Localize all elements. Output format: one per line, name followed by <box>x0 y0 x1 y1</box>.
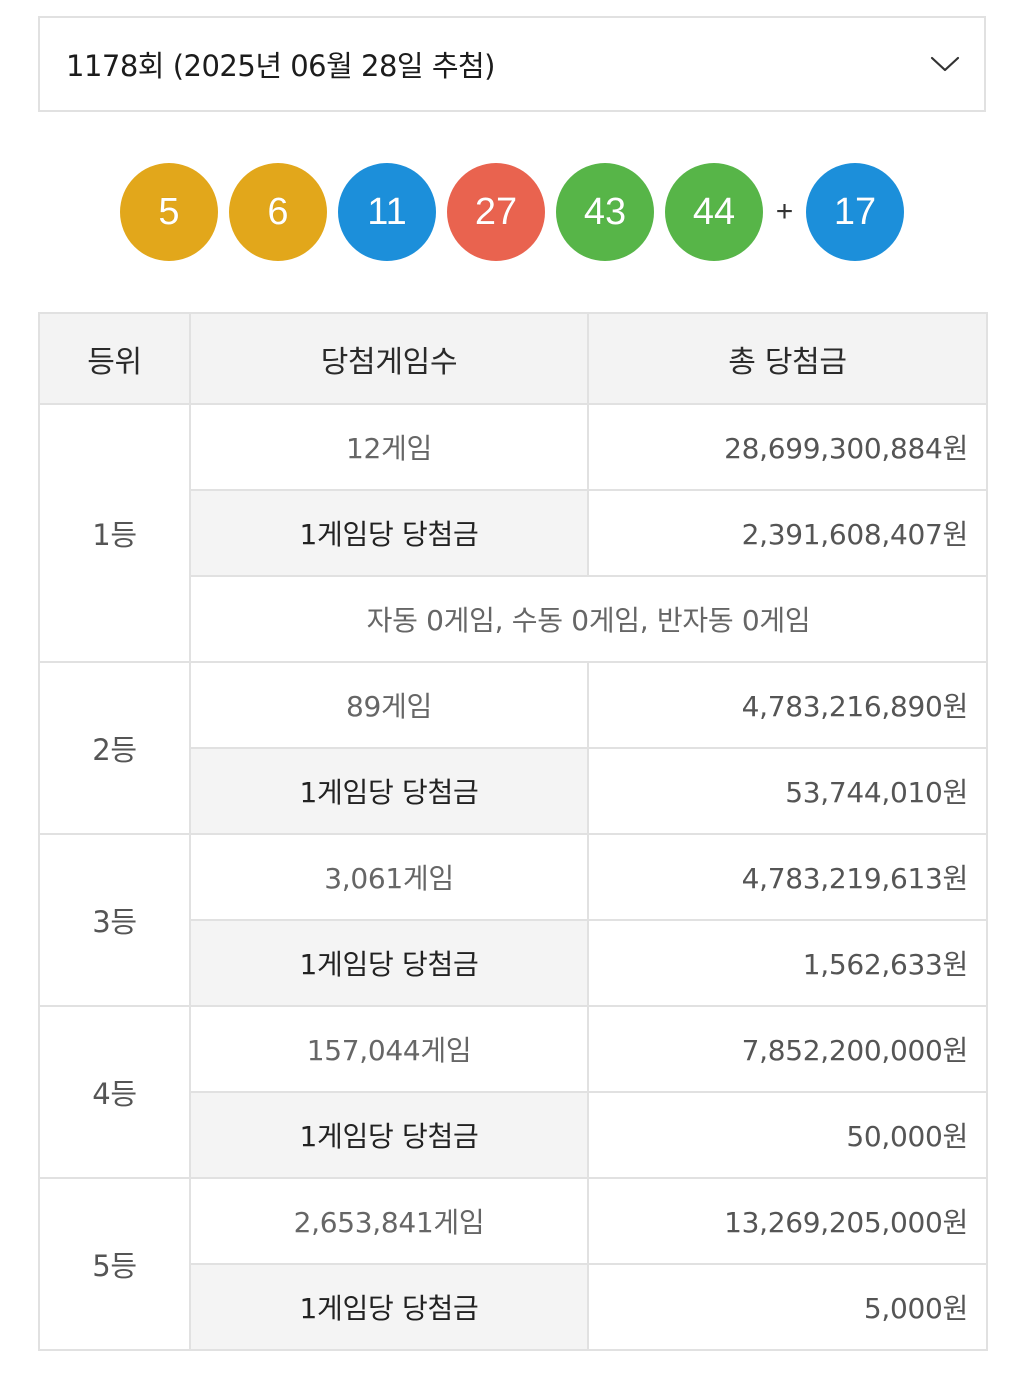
winning-ball: 27 <box>447 163 545 261</box>
winning-games-cell: 157,044게임 <box>189 1005 589 1093</box>
winning-ball: 43 <box>556 163 654 261</box>
per-game-label-cell: 1게임당 당첨금 <box>189 747 589 835</box>
winning-games-cell: 2,653,841게임 <box>189 1177 589 1265</box>
winning-ball: 44 <box>665 163 763 261</box>
rank-cell: 1등 <box>38 403 191 663</box>
per-game-prize-cell: 50,000원 <box>587 1091 988 1179</box>
per-game-prize-cell: 1,562,633원 <box>587 919 988 1007</box>
per-game-prize-cell: 5,000원 <box>587 1263 988 1351</box>
table-row: 5등 2,653,841게임 13,269,205,000원 <box>38 1177 988 1351</box>
per-game-prize-cell: 2,391,608,407원 <box>587 489 988 577</box>
draw-round-label: 1178회 (2025년 06월 28일 추첨) <box>66 49 496 83</box>
table-header-row: 등위 당첨게임수 총 당첨금 <box>38 312 988 405</box>
table-row: 자동 0게임, 수동 0게임, 반자동 0게임 <box>39 575 988 663</box>
table-row: 1게임당 당첨금 50,000원 <box>39 1091 988 1179</box>
winning-ball: 5 <box>120 163 218 261</box>
prize-table: 등위 당첨게임수 총 당첨금 1등 12게임 28,699,300,884원 1… <box>38 312 988 1351</box>
table-row: 1등 12게임 28,699,300,884원 <box>38 403 988 663</box>
per-game-prize-cell: 53,744,010원 <box>587 747 988 835</box>
header-rank: 등위 <box>38 312 191 405</box>
per-game-label-cell: 1게임당 당첨금 <box>189 489 589 577</box>
table-row: 3등 3,061게임 4,783,219,613원 <box>38 833 988 1007</box>
draw-round-select[interactable]: 1178회 (2025년 06월 28일 추첨) <box>38 16 986 112</box>
table-row: 1게임당 당첨금 1,562,633원 <box>39 919 988 1007</box>
bonus-ball: 17 <box>806 163 904 261</box>
rank-cell: 4등 <box>38 1005 191 1179</box>
table-row: 1게임당 당첨금 2,391,608,407원 <box>39 489 988 577</box>
bonus-plus-sign: + <box>775 195 794 228</box>
winning-games-cell: 89게임 <box>189 661 589 749</box>
winning-ball: 11 <box>338 163 436 261</box>
header-total-prize: 총 당첨금 <box>587 312 988 405</box>
chevron-down-icon[interactable] <box>930 55 960 73</box>
total-prize-cell: 4,783,216,890원 <box>587 661 988 749</box>
total-prize-cell: 13,269,205,000원 <box>587 1177 988 1265</box>
total-prize-cell: 28,699,300,884원 <box>587 403 988 491</box>
total-prize-cell: 4,783,219,613원 <box>587 833 988 921</box>
winning-games-cell: 12게임 <box>189 403 589 491</box>
total-prize-cell: 7,852,200,000원 <box>587 1005 988 1093</box>
table-row: 1게임당 당첨금 53,744,010원 <box>39 747 988 835</box>
per-game-label-cell: 1게임당 당첨금 <box>189 1263 589 1351</box>
winning-numbers: 5 6 11 27 43 44 + 17 <box>0 163 1024 261</box>
selection-breakdown-cell: 자동 0게임, 수동 0게임, 반자동 0게임 <box>189 575 988 663</box>
header-winning-games: 당첨게임수 <box>189 312 589 405</box>
rank-cell: 5등 <box>38 1177 191 1351</box>
table-row: 2등 89게임 4,783,216,890원 <box>38 661 988 835</box>
rank-cell: 3등 <box>38 833 191 1007</box>
winning-games-cell: 3,061게임 <box>189 833 589 921</box>
table-row: 4등 157,044게임 7,852,200,000원 <box>38 1005 988 1179</box>
winning-ball: 6 <box>229 163 327 261</box>
per-game-label-cell: 1게임당 당첨금 <box>189 919 589 1007</box>
table-row: 1게임당 당첨금 5,000원 <box>39 1263 988 1351</box>
rank-cell: 2등 <box>38 661 191 835</box>
per-game-label-cell: 1게임당 당첨금 <box>189 1091 589 1179</box>
